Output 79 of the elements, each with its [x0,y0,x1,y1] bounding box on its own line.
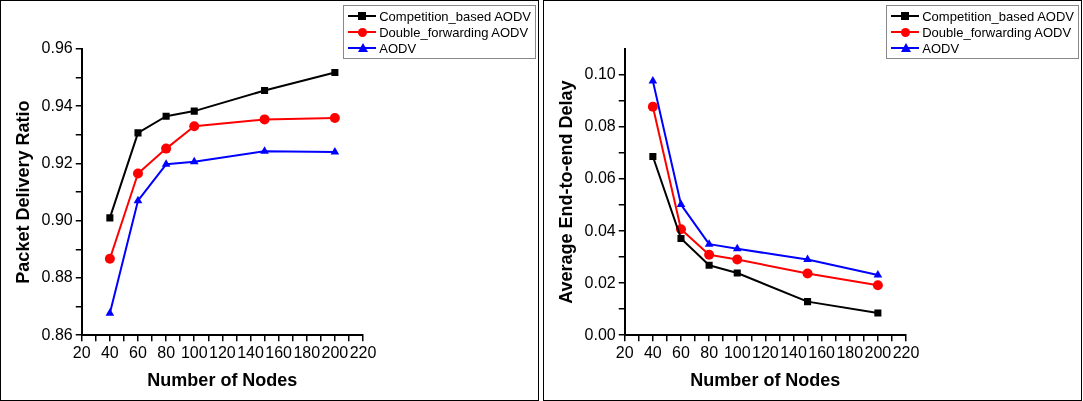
y-tick-label: 0.88 [41,268,73,286]
legend-label: Double_forwarding AODV [379,24,529,40]
x-tick-label: 120 [209,344,236,362]
y-tick-label: 0.90 [41,211,73,229]
x-tick-label: 140 [237,344,264,362]
point [732,254,743,265]
y-tick-label: 0.94 [41,96,73,114]
point [132,168,143,179]
x-tick-label: 100 [723,344,751,362]
x-tick-label: 120 [752,344,779,362]
x-axis-title: Number of Nodes [690,370,841,391]
x-tick-label: 180 [836,344,864,362]
point [161,143,172,154]
point [676,199,686,208]
x-tick-label: 80 [700,344,719,362]
point [648,76,658,84]
point [106,214,114,222]
point [331,68,339,76]
point [733,269,741,277]
x-tick-label: 160 [808,344,836,362]
point [732,243,742,252]
y-tick-label: 0.86 [41,325,73,343]
y-tick-label: 0.02 [584,273,616,291]
x-tick-label: 160 [265,344,293,362]
point [133,195,143,204]
y-tick-label: 0.96 [41,39,73,57]
point [804,298,812,306]
point [704,239,714,247]
point [189,156,199,165]
point [259,114,270,125]
x-tick-label: 180 [293,344,321,362]
point [803,254,812,262]
y-axis-title: Average End-to-end Delay [555,80,576,304]
point [105,308,115,316]
point [872,280,883,291]
x-tick-label: 60 [129,344,147,362]
y-tick-label: 0.08 [584,117,616,135]
legend-label: AODV [379,40,417,56]
point [330,147,340,155]
y-tick-label: 0.04 [584,221,616,239]
legend-label: Double_forwarding AODV [922,24,1072,40]
point [874,309,882,317]
x-axis-title: Number of Nodes [147,370,298,391]
point [873,270,883,278]
point [162,112,170,120]
legend-label: AODV [922,40,960,56]
legend-label: Competition_based AODV [379,8,531,24]
point [802,268,813,279]
point [104,253,115,264]
point [190,107,198,115]
point [677,234,685,242]
x-tick-label: 220 [892,344,920,362]
point [260,146,269,154]
legend-label: Competition_based AODV [922,8,1074,24]
x-tick-label: 20 [615,344,634,362]
x-tick-label: 80 [157,344,176,362]
x-tick-label: 20 [72,344,91,362]
y-axis-title: Packet Delivery Ratio [12,100,33,284]
point [189,121,200,132]
point [261,86,269,95]
y-tick-label: 0.10 [584,65,616,83]
y-tick-label: 0.06 [584,169,616,187]
x-tick-label: 140 [780,344,807,362]
x-tick-label: 40 [643,344,662,362]
point [647,101,658,112]
y-tick-label: 0.00 [584,325,616,343]
x-tick-label: 220 [349,344,377,362]
y-tick-label: 0.92 [41,153,73,171]
point [329,112,340,123]
point [134,129,142,137]
x-tick-label: 60 [672,344,690,362]
point [704,249,715,260]
point [705,261,713,269]
point [649,152,657,160]
x-tick-label: 100 [180,344,208,362]
point [161,159,171,167]
x-tick-label: 200 [321,344,349,362]
x-tick-label: 200 [864,344,892,362]
x-tick-label: 40 [100,344,119,362]
